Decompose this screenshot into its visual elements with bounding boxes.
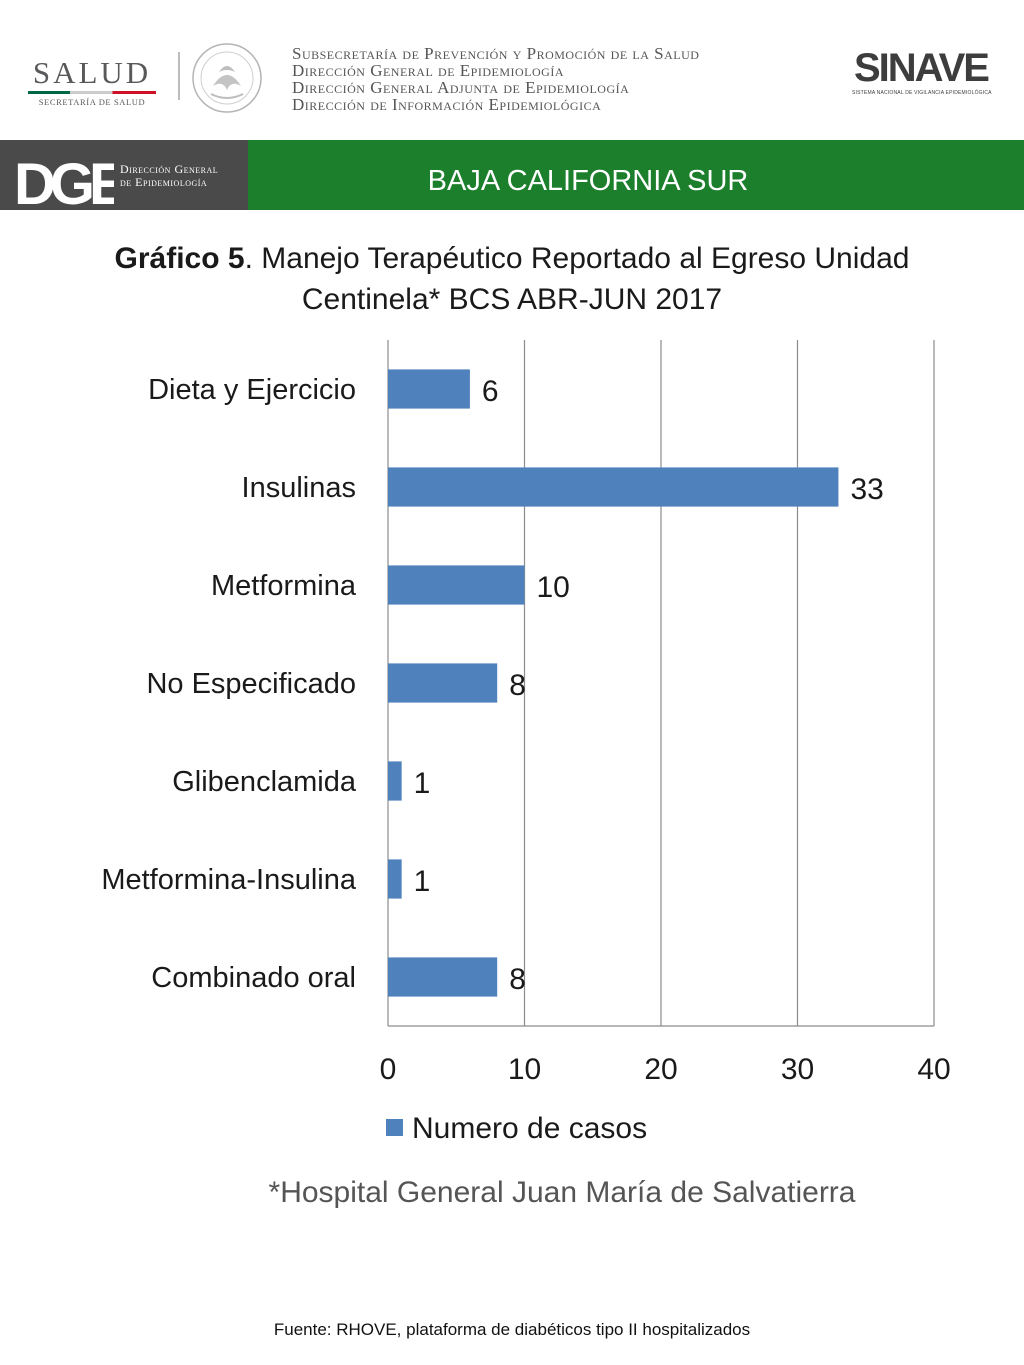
dge-logo-letters: DGE (14, 152, 114, 208)
region-band: DGE Dirección General de Epidemiología B… (0, 140, 1024, 210)
chart-legend: Numero de casos (386, 1112, 647, 1145)
category-label: Metformina-Insulina (101, 864, 357, 896)
x-tick-label: 20 (644, 1053, 677, 1086)
legend-swatch (386, 1119, 403, 1136)
bar (388, 957, 498, 997)
x-tick-label: 40 (917, 1053, 950, 1086)
dge-logo-text: Dirección General de Epidemiología (120, 163, 218, 189)
chart-category-labels: Dieta y Ejercicio Insulinas Metformina No E… (101, 374, 357, 994)
page-header: SALUD SECRETARÍA DE SALUD Subsecretaría … (0, 0, 1024, 140)
category-label: Combinado oral (151, 962, 356, 994)
salud-logo-word: SALUD (32, 55, 152, 90)
x-tick-label: 30 (781, 1053, 814, 1086)
chart-value-labels: 6 33 10 8 1 1 8 (414, 375, 884, 996)
bar (388, 859, 402, 899)
bar (388, 761, 402, 801)
direccion-general-line: Dirección General de Epidemiología (292, 61, 564, 80)
chart-title: Gráfico 5. Manejo Terapéutico Reportado … (60, 238, 964, 320)
chart-title-text: . Manejo Terapéutico Reportado al Egreso… (244, 242, 910, 316)
x-tick-label: 0 (380, 1053, 397, 1086)
category-label: Insulinas (242, 472, 356, 504)
bar (388, 663, 498, 703)
value-label: 10 (537, 571, 570, 604)
dge-logo-panel: DGE Dirección General de Epidemiología (0, 140, 248, 210)
chart-bars (388, 369, 839, 997)
dge-logo-text-line2: de Epidemiología (120, 175, 208, 189)
category-label: No Especificado (146, 668, 356, 700)
svg-text:DGE: DGE (14, 152, 114, 208)
sinave-logo-word: SINAVE (854, 46, 990, 90)
subsecretaria-line: Subsecretaría de Prevención y Promoción … (292, 44, 700, 63)
bar (388, 369, 470, 409)
bar (388, 467, 839, 507)
state-name: BAJA CALIFORNIA SUR (427, 165, 749, 197)
category-label: Metformina (211, 570, 357, 602)
value-label: 8 (509, 963, 526, 996)
header-divider (178, 52, 180, 100)
legend-label: Numero de casos (412, 1112, 647, 1145)
value-label: 6 (482, 375, 499, 408)
state-band (248, 140, 1024, 210)
value-label: 8 (509, 669, 526, 702)
bar (388, 565, 525, 605)
value-label: 1 (414, 865, 431, 898)
chart-title-number: Gráfico 5 (114, 242, 245, 275)
source-note: Fuente: RHOVE, plataforma de diabéticos … (273, 1320, 751, 1339)
salud-logo-subtitle: SECRETARÍA DE SALUD (38, 97, 146, 107)
chart-gridlines (387, 340, 935, 1027)
salud-logo-tricolor-bar (28, 91, 156, 94)
chart-x-tick-labels: 0 10 20 30 40 (380, 1053, 951, 1086)
chart-footnote: *Hospital General Juan María de Salvatie… (268, 1176, 856, 1209)
mexican-coat-of-arms-seal-icon (192, 43, 262, 113)
bar-chart: Dieta y Ejercicio Insulinas Metformina No E… (101, 340, 951, 1145)
sinave-logo-subtitle: SISTEMA NACIONAL DE VIGILANCIA EPIDEMIOL… (852, 90, 992, 96)
x-tick-label: 10 (508, 1053, 541, 1086)
value-label: 1 (414, 767, 431, 800)
salud-logo: SALUD SECRETARÍA DE SALUD (28, 55, 156, 107)
category-label: Glibenclamida (172, 766, 357, 798)
direccion-adjunta-line: Dirección General Adjunta de Epidemiolog… (292, 78, 630, 97)
direccion-informacion-line: Dirección de Información Epidemiológica (292, 95, 602, 114)
category-label: Dieta y Ejercicio (148, 374, 356, 406)
dge-logo-text-line1: Dirección General (120, 162, 219, 176)
value-label: 33 (850, 473, 883, 506)
sinave-logo: SINAVE SISTEMA NACIONAL DE VIGILANCIA EP… (852, 48, 992, 104)
subsecretaria-text-block: Subsecretaría de Prevención y Promoción … (292, 45, 699, 113)
